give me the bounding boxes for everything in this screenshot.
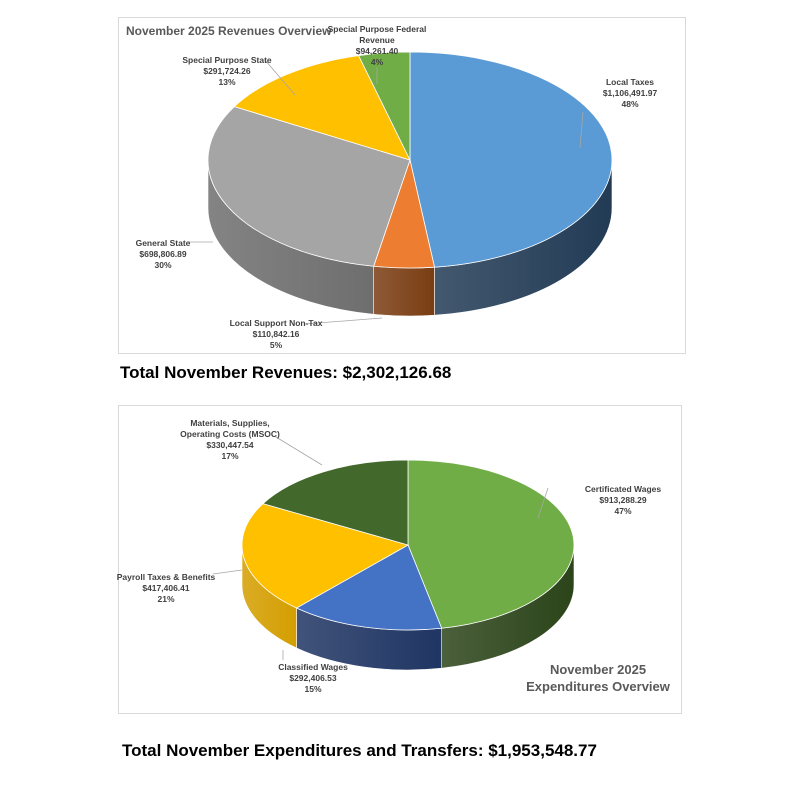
data-label: Local Taxes $1,106,491.97 48%	[603, 77, 657, 110]
category-name: Special Purpose Federal	[327, 24, 427, 34]
leader-line	[304, 317, 383, 325]
percent-label: 48%	[621, 99, 639, 109]
pie-slice	[409, 51, 613, 268]
leader-line	[264, 59, 296, 96]
value-label: $698,806.89	[139, 249, 187, 259]
category-name: Local Taxes	[605, 77, 655, 87]
category-name: Special Purpose State	[182, 55, 272, 65]
category-name: Payroll Taxes & Benefits	[116, 572, 216, 582]
category-name: Revenue	[359, 35, 395, 45]
expenditures-chart-title: November 2025 Expenditures Overview	[526, 661, 670, 695]
percent-label: 30%	[154, 260, 172, 270]
data-label: Payroll Taxes & Benefits $417,406.41 21%	[117, 572, 216, 605]
expenditures-title-line: November 2025	[549, 662, 647, 677]
category-name: Certificated Wages	[584, 484, 662, 494]
pie-slice-side	[373, 265, 435, 317]
category-name: General State	[135, 238, 191, 248]
value-label: $292,406.53	[289, 673, 337, 683]
category-name: Local Support Non-Tax	[229, 318, 323, 328]
pie-slice	[262, 459, 409, 546]
revenues-chart-title: November 2025 Revenues Overview	[126, 24, 332, 38]
percent-label: 13%	[218, 77, 236, 87]
leader-line	[537, 487, 549, 519]
category-name: Classified Wages	[278, 662, 348, 672]
data-label: Classified Wages $292,406.53 15%	[278, 662, 348, 695]
category-name: Materials, Supplies,	[190, 418, 270, 428]
data-label: Local Support Non-Tax $110,842.16 5%	[230, 318, 323, 351]
expenditures-title-line: Expenditures Overview	[526, 679, 670, 694]
total-expenditures: Total November Expenditures and Transfer…	[122, 741, 597, 760]
pie-slice	[407, 459, 575, 629]
pie-slice	[241, 503, 410, 609]
value-label: $291,724.26	[203, 66, 251, 76]
value-label: $330,447.54	[206, 440, 254, 450]
percent-label: 47%	[614, 506, 632, 516]
percent-label: 4%	[370, 57, 384, 67]
data-label: General State $698,806.89 30%	[136, 238, 191, 271]
value-label: $417,406.41	[142, 583, 190, 593]
data-label: Special Purpose Federal Revenue $94,261.40…	[328, 24, 427, 68]
percent-label: 5%	[269, 340, 283, 350]
value-label: $913,288.29	[599, 495, 647, 505]
pie-slice	[207, 106, 411, 267]
category-name: Operating Costs (MSOC)	[180, 429, 280, 439]
data-label: Special Purpose State $291,724.26 13%	[182, 55, 271, 88]
percent-label: 17%	[221, 451, 239, 461]
pie-slice	[233, 55, 411, 161]
pie-slice	[295, 544, 443, 631]
leader-line	[275, 436, 323, 466]
value-label: $1,106,491.97	[602, 88, 658, 98]
value-label: $110,842.16	[252, 329, 300, 339]
leader-line	[212, 569, 243, 575]
total-revenues: Total November Revenues: $2,302,126.68	[120, 363, 452, 382]
percent-label: 15%	[304, 684, 322, 694]
percent-label: 21%	[157, 594, 175, 604]
data-label: Materials, Supplies, Operating Costs (MSO…	[180, 418, 280, 462]
value-label: $94,261.40	[355, 46, 399, 56]
pie-slice	[358, 51, 411, 161]
leader-line	[579, 111, 584, 149]
data-label: Certificated Wages $913,288.29 47%	[585, 484, 661, 517]
